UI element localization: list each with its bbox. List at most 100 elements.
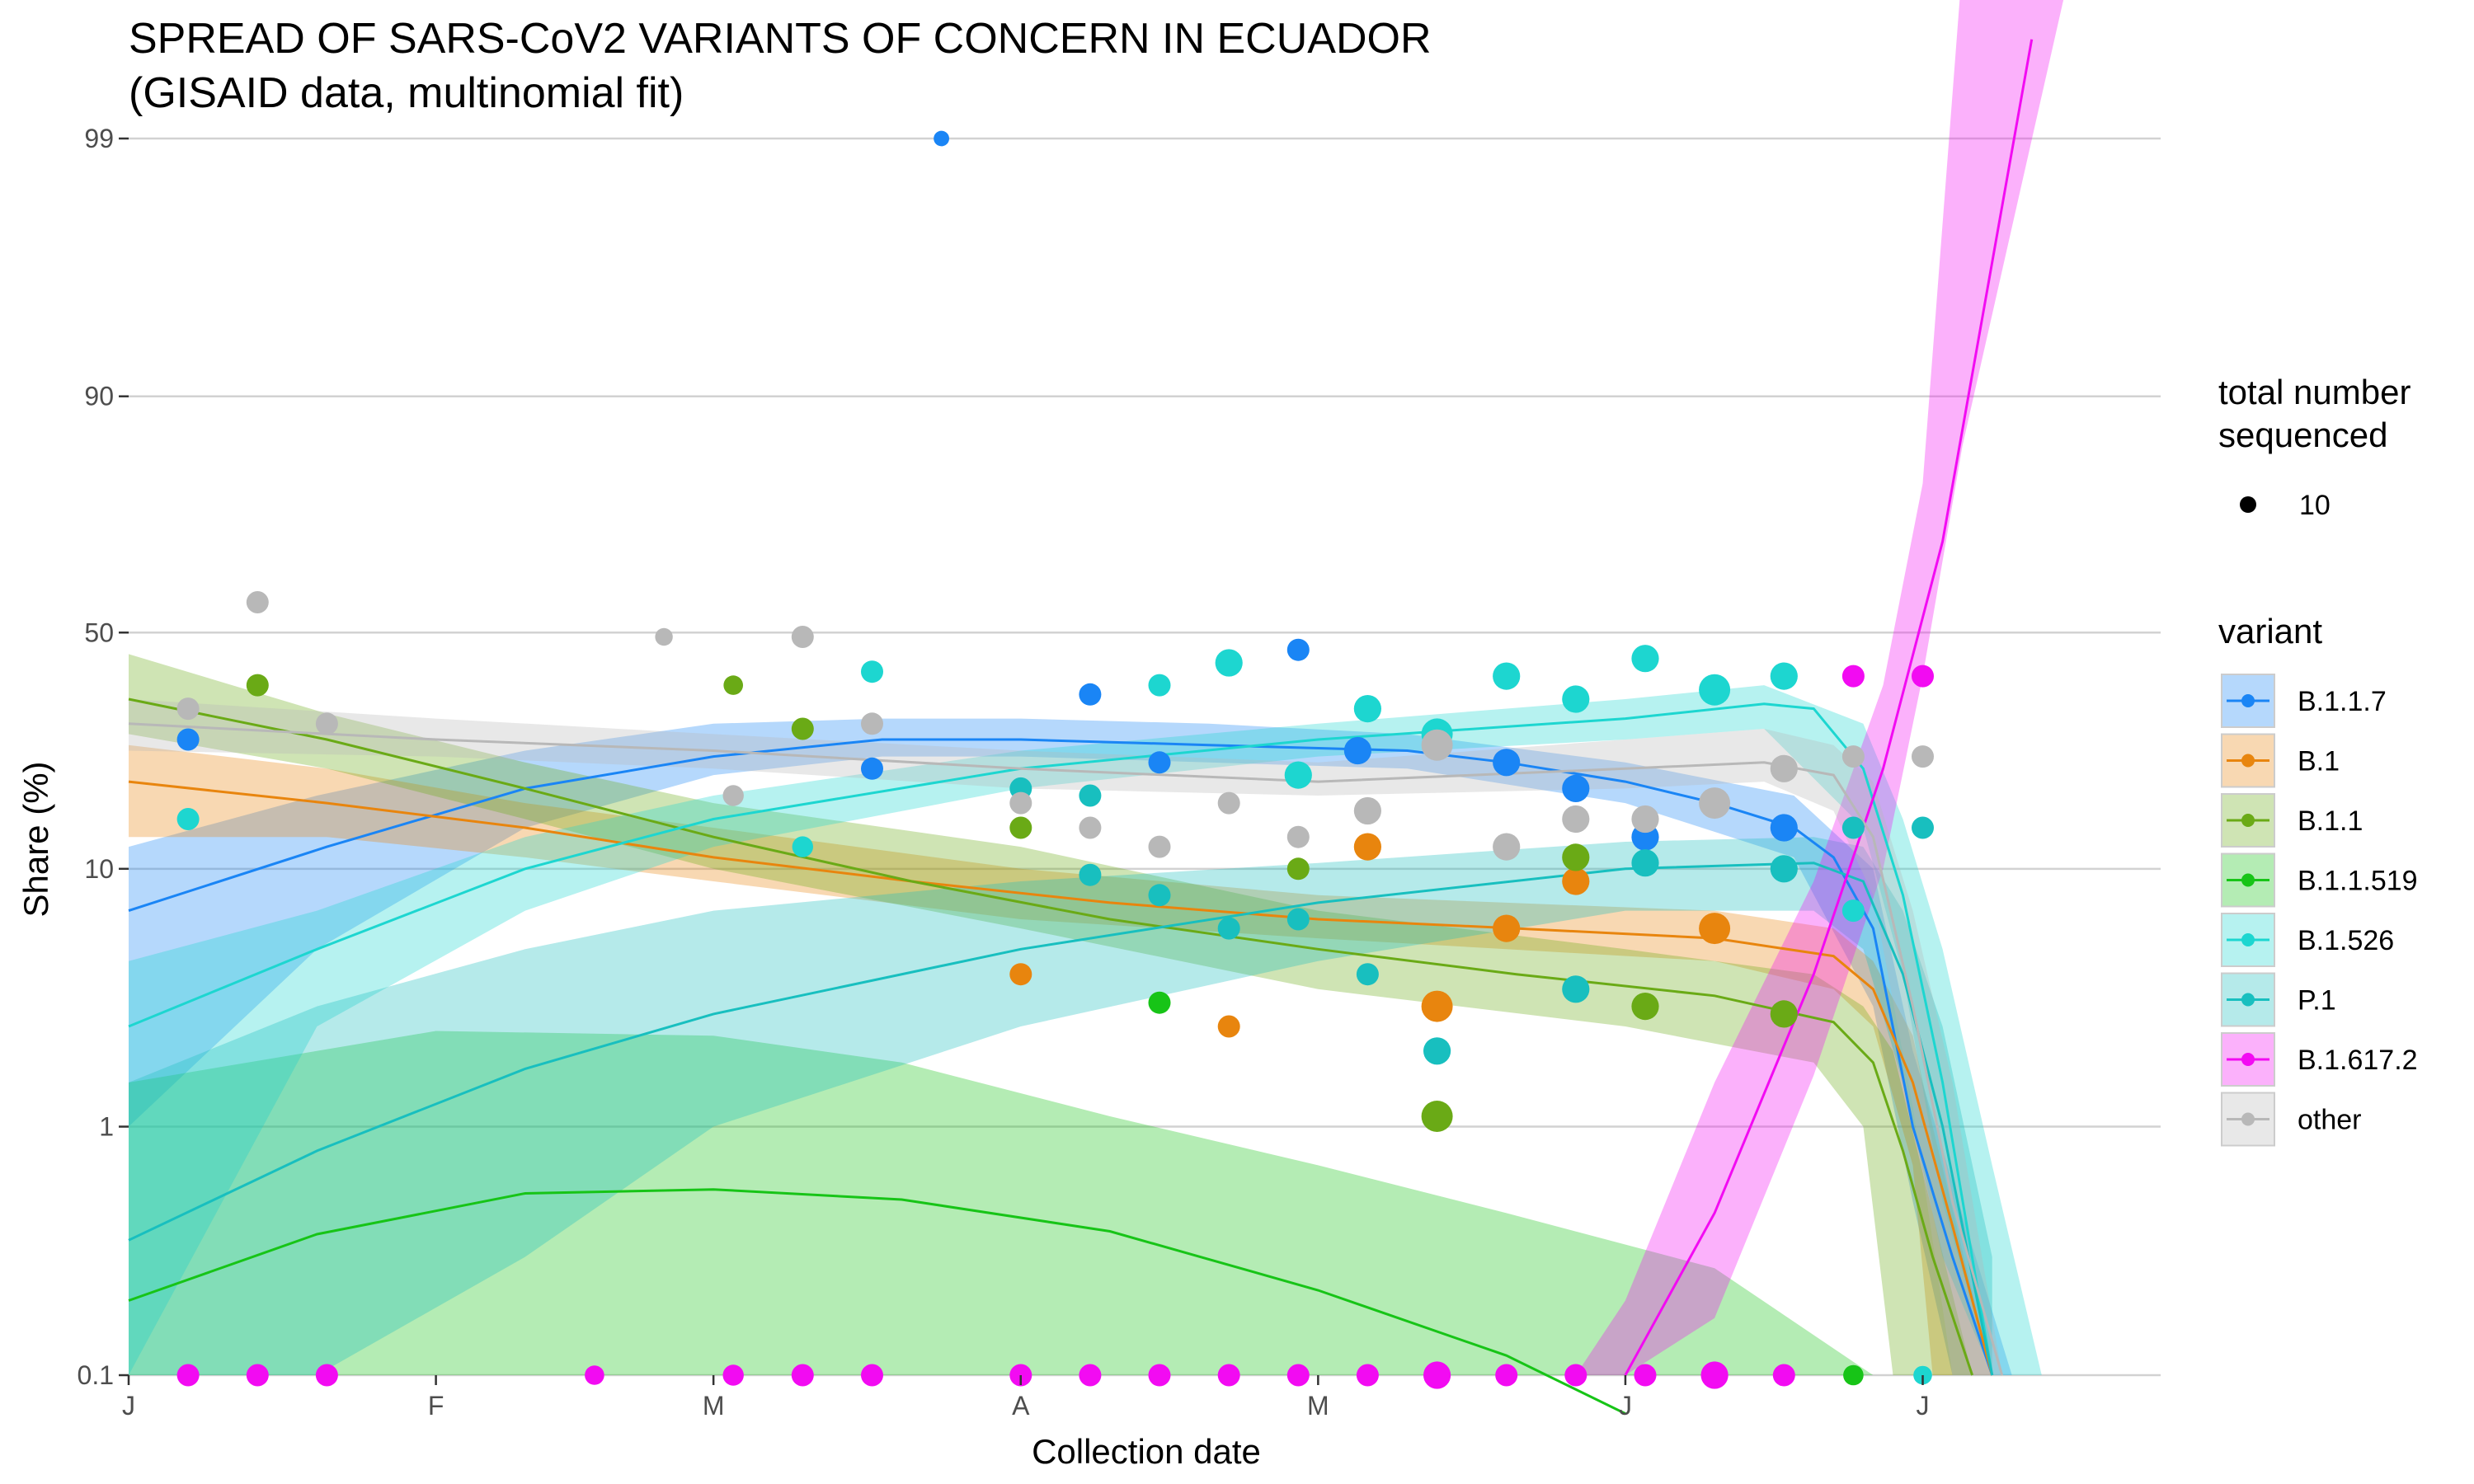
point-other — [1770, 754, 1798, 782]
point-P-1 — [1148, 884, 1171, 907]
x-tick-label: J — [122, 1391, 135, 1421]
point-B-1-617-2 — [1079, 1364, 1102, 1387]
point-other — [1079, 816, 1102, 839]
x-tick-label: J — [1619, 1391, 1632, 1421]
point-B-1 — [1353, 833, 1381, 861]
point-B-1-526 — [1841, 899, 1865, 923]
legend-key-dot — [2241, 933, 2255, 946]
point-P-1 — [1770, 855, 1798, 883]
point-other — [1286, 825, 1310, 848]
point-B-1-526 — [1148, 674, 1171, 697]
size-legend: total number sequenced 10 — [2218, 373, 2411, 521]
point-B-1 — [1493, 914, 1521, 942]
point-B-1-617-2 — [1772, 1364, 1795, 1387]
x-tick-label: M — [703, 1391, 725, 1421]
point-other — [861, 712, 883, 735]
point-B-1-617-2 — [791, 1364, 814, 1387]
chart-title: SPREAD OF SARS-CoV2 VARIANTS OF CONCERN … — [129, 15, 1432, 63]
point-B-1-617-2 — [1841, 665, 1865, 688]
point-B-1-617-2 — [1356, 1364, 1379, 1387]
chart-subtitle: (GISAID data, multinomial fit) — [129, 69, 684, 117]
x-tick-label: F — [428, 1391, 444, 1421]
y-tick-label: 50 — [84, 618, 114, 647]
size-legend-title-line2: sequenced — [2218, 416, 2388, 454]
point-B-1-526 — [1699, 674, 1731, 706]
point-B-1-526 — [176, 808, 200, 830]
point-B-1-526 — [1562, 685, 1590, 713]
legend-key-label: B.1.526 — [2298, 925, 2394, 956]
point-other — [1353, 796, 1381, 825]
size-legend-title-line1: total number — [2218, 373, 2411, 411]
point-B-1-617-2 — [585, 1365, 604, 1385]
legend-key-label: other — [2298, 1105, 2362, 1136]
point-B-1-617-2 — [315, 1364, 338, 1387]
y-tick-label: 1 — [99, 1112, 114, 1142]
point-B-1 — [1009, 963, 1032, 986]
variant-legend-title: variant — [2218, 612, 2322, 650]
x-tick-label: J — [1917, 1391, 1930, 1421]
point-other — [791, 626, 814, 648]
point-B-1-617-2 — [1912, 665, 1934, 688]
line-B-1-526 — [128, 702, 1994, 1376]
point-B-1-1 — [1562, 843, 1590, 871]
point-B-1-1-7 — [176, 728, 200, 751]
band-P-1 — [129, 837, 1992, 1375]
point-other — [1009, 791, 1032, 815]
line-B-1-1-519 — [128, 1188, 1626, 1415]
point-B-1-1-7 — [861, 757, 883, 780]
legend-key-dot — [2241, 873, 2255, 887]
point-other — [1493, 833, 1521, 861]
point-B-1-1-7 — [1148, 751, 1171, 774]
legend-key-dot — [2241, 754, 2255, 768]
line-other — [128, 722, 2004, 1376]
gridlines — [129, 137, 2161, 1377]
point-B-1-1 — [791, 717, 814, 740]
point-B-1-617-2 — [176, 1364, 200, 1387]
point-B-1 — [1217, 1015, 1240, 1038]
point-other — [722, 785, 744, 806]
legend-key-label: B.1.617.2 — [2298, 1045, 2418, 1076]
point-P-1 — [1217, 917, 1240, 940]
legend-key-label: B.1.1 — [2298, 805, 2363, 837]
band-B-1-617-2 — [1575, 0, 2064, 1375]
band-other — [129, 699, 2002, 1375]
point-B-1-526 — [861, 660, 883, 683]
band-B-1 — [129, 744, 1992, 1375]
point-B-1-617-2 — [1423, 1361, 1451, 1389]
line-P-1 — [128, 862, 1994, 1376]
x-tick-label: A — [1012, 1391, 1030, 1421]
line-B-1-617-2 — [1624, 39, 2034, 1376]
point-other — [1148, 835, 1171, 858]
point-B-1-617-2 — [1286, 1364, 1310, 1387]
point-other — [1421, 729, 1453, 761]
point-P-1 — [1423, 1037, 1451, 1065]
point-B-1-1 — [1421, 1101, 1453, 1132]
legend-key-dot — [2241, 1112, 2255, 1126]
legend-key-label: B.1 — [2298, 746, 2340, 777]
point-other — [315, 712, 338, 735]
legend-key-dot — [2241, 814, 2255, 827]
point-B-1-1-7 — [1770, 814, 1798, 842]
confidence-bands — [129, 0, 2064, 1375]
point-P-1 — [1079, 784, 1102, 807]
point-B-1-1-519 — [1148, 991, 1171, 1014]
point-B-1-1 — [1009, 816, 1032, 839]
data-points — [176, 130, 1934, 1389]
legend-key-label: B.1.1.7 — [2298, 686, 2387, 717]
y-tick-label: 0.1 — [78, 1360, 114, 1390]
y-tick-label: 90 — [84, 382, 114, 411]
point-other — [1562, 805, 1590, 834]
point-B-1-617-2 — [861, 1364, 883, 1387]
band-B-1-526 — [129, 685, 2042, 1375]
point-other — [176, 697, 200, 721]
point-B-1-526 — [1770, 662, 1798, 690]
point-B-1-617-2 — [1217, 1364, 1240, 1387]
point-B-1-1-7 — [934, 130, 949, 147]
point-B-1 — [1562, 867, 1590, 895]
point-B-1-526 — [1215, 649, 1243, 677]
point-P-1 — [1079, 863, 1102, 886]
point-P-1 — [1562, 975, 1590, 1003]
point-B-1-1-7 — [1079, 683, 1102, 706]
